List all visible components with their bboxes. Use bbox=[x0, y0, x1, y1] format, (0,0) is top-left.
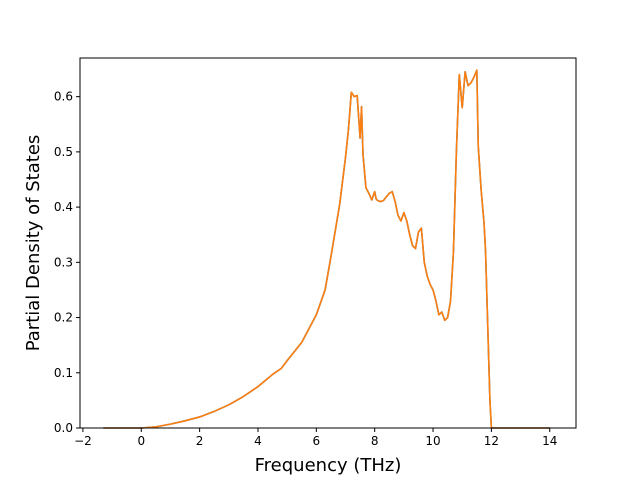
x-tick-label: 10 bbox=[425, 434, 440, 448]
x-tick-label: 2 bbox=[196, 434, 204, 448]
x-tick-label: −2 bbox=[74, 434, 92, 448]
y-tick-label: 0.3 bbox=[54, 255, 73, 269]
plot-area-frame bbox=[79, 57, 577, 429]
x-axis-label: Frequency (THz) bbox=[255, 455, 402, 476]
y-axis-label: Partial Density of States bbox=[23, 135, 44, 352]
x-tick-label: 14 bbox=[542, 434, 557, 448]
x-tick-label: 4 bbox=[254, 434, 262, 448]
series-layer bbox=[103, 69, 550, 429]
y-tick-label: 0.6 bbox=[54, 90, 73, 104]
series-line-2 bbox=[103, 69, 550, 429]
y-tick-label: 0.5 bbox=[54, 145, 73, 159]
x-tick-label: 12 bbox=[484, 434, 499, 448]
y-axis-ticks: 0.0 0.1 0.2 0.3 0.4 0.5 0.6 bbox=[54, 90, 80, 435]
y-tick-label: 0.1 bbox=[54, 366, 73, 380]
x-tick-label: 6 bbox=[313, 434, 321, 448]
x-axis-ticks: −2 0 2 4 6 8 10 12 14 bbox=[74, 428, 557, 448]
x-tick-label: 8 bbox=[371, 434, 379, 448]
x-tick-label: 0 bbox=[137, 434, 145, 448]
y-tick-label: 0.0 bbox=[54, 421, 73, 435]
y-tick-label: 0.4 bbox=[54, 200, 73, 214]
y-tick-label: 0.2 bbox=[54, 311, 73, 325]
